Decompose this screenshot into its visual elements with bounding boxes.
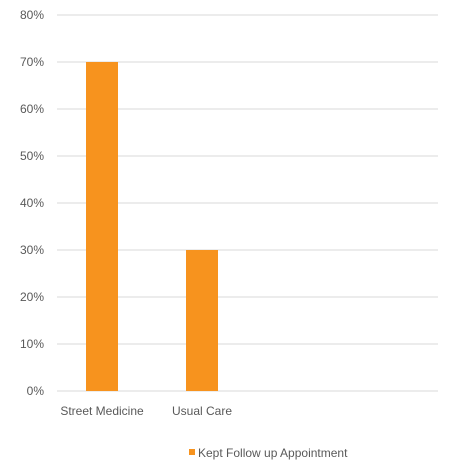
gridlines [57, 14, 438, 392]
legend: Kept Follow up Appointment [189, 446, 348, 460]
x-tick-label: Street Medicine [60, 404, 144, 418]
bars [86, 62, 218, 391]
legend-swatch [189, 449, 195, 455]
y-tick-label: 70% [20, 55, 44, 69]
x-axis-ticks: Street Medicine Usual Care [60, 404, 232, 418]
y-tick-label: 50% [20, 149, 44, 163]
y-tick-label: 30% [20, 243, 44, 257]
x-tick-label: Usual Care [172, 404, 232, 418]
y-tick-label: 40% [20, 196, 44, 210]
legend-label: Kept Follow up Appointment [198, 446, 348, 460]
y-tick-label: 10% [20, 337, 44, 351]
y-tick-label: 0% [27, 384, 45, 398]
y-tick-label: 80% [20, 8, 44, 22]
y-axis-ticks: 0% 10% 20% 30% 40% 50% 60% 70% 80% [20, 8, 44, 398]
bar-street-medicine [86, 62, 118, 391]
y-tick-label: 60% [20, 102, 44, 116]
y-tick-label: 20% [20, 290, 44, 304]
bar-usual-care [186, 250, 218, 391]
